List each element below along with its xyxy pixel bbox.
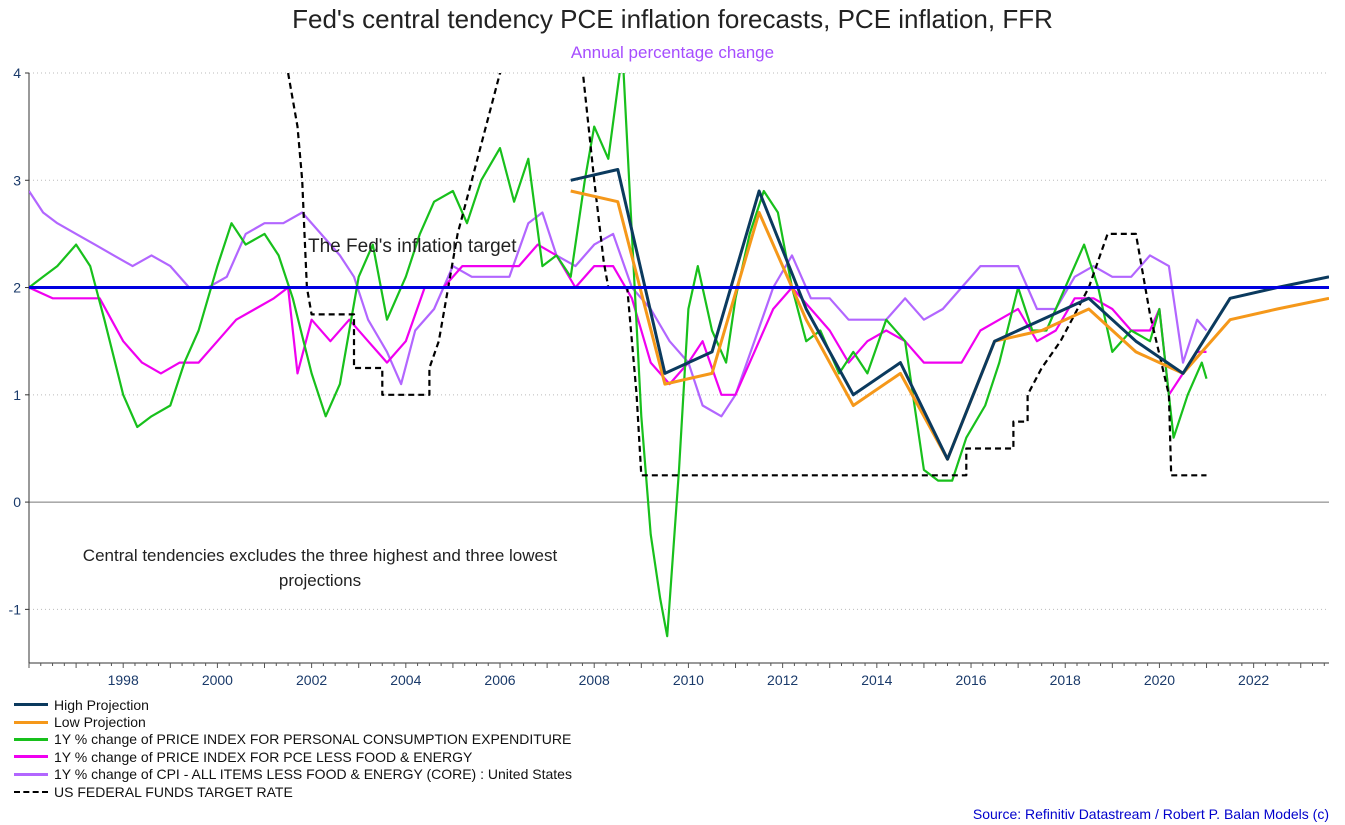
legend-item: 1Y % change of PRICE INDEX FOR PERSONAL … xyxy=(14,731,572,748)
axes xyxy=(25,72,1329,668)
chart-subtitle: Annual percentage change xyxy=(570,43,775,62)
inflation-target-annotation: The Fed's inflation target xyxy=(308,236,517,257)
fed-funds-rate-line xyxy=(287,73,1207,477)
x-tick-label: 2018 xyxy=(1050,672,1081,688)
legend-label: High Projection xyxy=(54,696,149,713)
legend-label: 1Y % change of PRICE INDEX FOR PCE LESS … xyxy=(54,748,473,765)
legend-item: High Projection xyxy=(14,696,572,713)
x-tick-label: 2012 xyxy=(767,672,798,688)
x-tick-label: 2008 xyxy=(579,672,610,688)
legend-item: Low Projection xyxy=(14,713,572,730)
legend-swatch xyxy=(14,790,48,793)
y-tick-label: 3 xyxy=(13,172,21,188)
x-tick-label: 2004 xyxy=(390,672,421,688)
legend-swatch xyxy=(14,755,48,759)
legend-swatch xyxy=(14,720,48,724)
core-cpi-line xyxy=(29,190,1208,418)
core-pce-line xyxy=(29,243,1207,396)
x-tick-label: 1998 xyxy=(108,672,139,688)
low-projection-line xyxy=(570,189,1329,461)
y-tick-label: 4 xyxy=(13,65,21,81)
pce-line xyxy=(29,73,1208,638)
x-tick-label: 2006 xyxy=(484,672,515,688)
legend-item: 1Y % change of PRICE INDEX FOR PCE LESS … xyxy=(14,748,572,765)
central-tendency-note: Central tendencies excludes the three hi… xyxy=(82,546,558,590)
y-tick-label: 1 xyxy=(13,387,21,403)
x-tick-label: 2010 xyxy=(673,672,704,688)
tick-labels: -1 0 1 2 3 4 1998 2000 2002 2004 2006 2008 2010 2012 2… xyxy=(9,65,1270,688)
legend-label: 1Y % change of PRICE INDEX FOR PERSONAL … xyxy=(54,731,572,748)
legend-swatch xyxy=(14,772,48,776)
legend-label: US FEDERAL FUNDS TARGET RATE xyxy=(54,783,293,800)
legend-swatch xyxy=(14,703,48,707)
legend-item: 1Y % change of CPI - ALL ITEMS LESS FOOD… xyxy=(14,766,572,783)
legend-label: 1Y % change of CPI - ALL ITEMS LESS FOOD… xyxy=(54,766,572,783)
source-note: Source: Refinitiv Datastream / Robert P.… xyxy=(972,806,1329,822)
x-tick-label: 2002 xyxy=(296,672,327,688)
legend-item: US FEDERAL FUNDS TARGET RATE xyxy=(14,783,572,800)
chart-title: Fed's central tendency PCE inflation for… xyxy=(292,4,1053,34)
x-tick-label: 2022 xyxy=(1238,672,1269,688)
x-tick-label: 2020 xyxy=(1144,672,1175,688)
legend-swatch xyxy=(14,737,48,741)
x-tick-label: 2016 xyxy=(955,672,986,688)
y-tick-label: 0 xyxy=(13,494,21,510)
series-layer xyxy=(29,73,1329,638)
x-tick-label: 2000 xyxy=(202,672,233,688)
x-tick-label: 2014 xyxy=(861,672,892,688)
high-projection-line xyxy=(570,168,1329,461)
y-tick-label: 2 xyxy=(13,280,21,296)
legend: High Projection Low Projection 1Y % change… xyxy=(14,696,572,800)
y-tick-label: -1 xyxy=(9,601,22,617)
legend-label: Low Projection xyxy=(54,714,146,731)
